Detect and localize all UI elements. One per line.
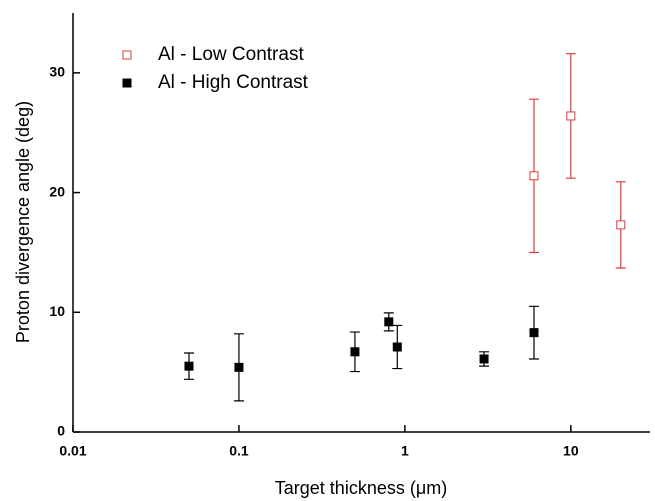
legend-marker bbox=[122, 78, 132, 88]
marker bbox=[566, 111, 576, 121]
legend-label: Al - Low Contrast bbox=[158, 44, 304, 65]
x-tick-label: 0.1 bbox=[229, 443, 249, 459]
x-tick-label: 0.01 bbox=[59, 443, 86, 459]
marker bbox=[184, 361, 194, 371]
x-axis-label: Target thickness (μm) bbox=[275, 478, 447, 498]
marker bbox=[350, 347, 360, 357]
marker bbox=[392, 342, 402, 352]
x-tick-label: 10 bbox=[563, 443, 579, 459]
legend-label: Al - High Contrast bbox=[158, 72, 309, 93]
marker bbox=[529, 328, 539, 338]
marker bbox=[234, 362, 244, 372]
marker bbox=[479, 354, 489, 364]
y-tick-label: 20 bbox=[49, 183, 65, 199]
y-tick-label: 30 bbox=[49, 64, 65, 80]
y-tick-label: 0 bbox=[57, 423, 65, 439]
marker bbox=[384, 317, 394, 327]
y-tick-label: 10 bbox=[49, 303, 65, 319]
marker bbox=[616, 220, 626, 230]
marker bbox=[529, 171, 539, 181]
y-axis-label: Proton divergence angle (deg) bbox=[13, 101, 33, 343]
x-tick-label: 1 bbox=[401, 443, 409, 459]
legend-marker bbox=[122, 50, 132, 60]
